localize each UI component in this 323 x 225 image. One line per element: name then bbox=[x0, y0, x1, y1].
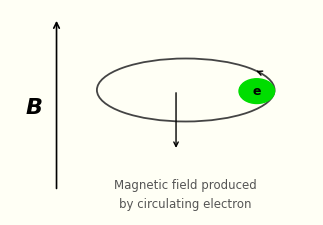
Circle shape bbox=[239, 79, 275, 104]
Text: Magnetic field produced: Magnetic field produced bbox=[114, 179, 257, 192]
Text: $\boldsymbol{B}$: $\boldsymbol{B}$ bbox=[25, 98, 43, 118]
Text: e: e bbox=[253, 85, 261, 98]
Text: by circulating electron: by circulating electron bbox=[120, 198, 252, 211]
